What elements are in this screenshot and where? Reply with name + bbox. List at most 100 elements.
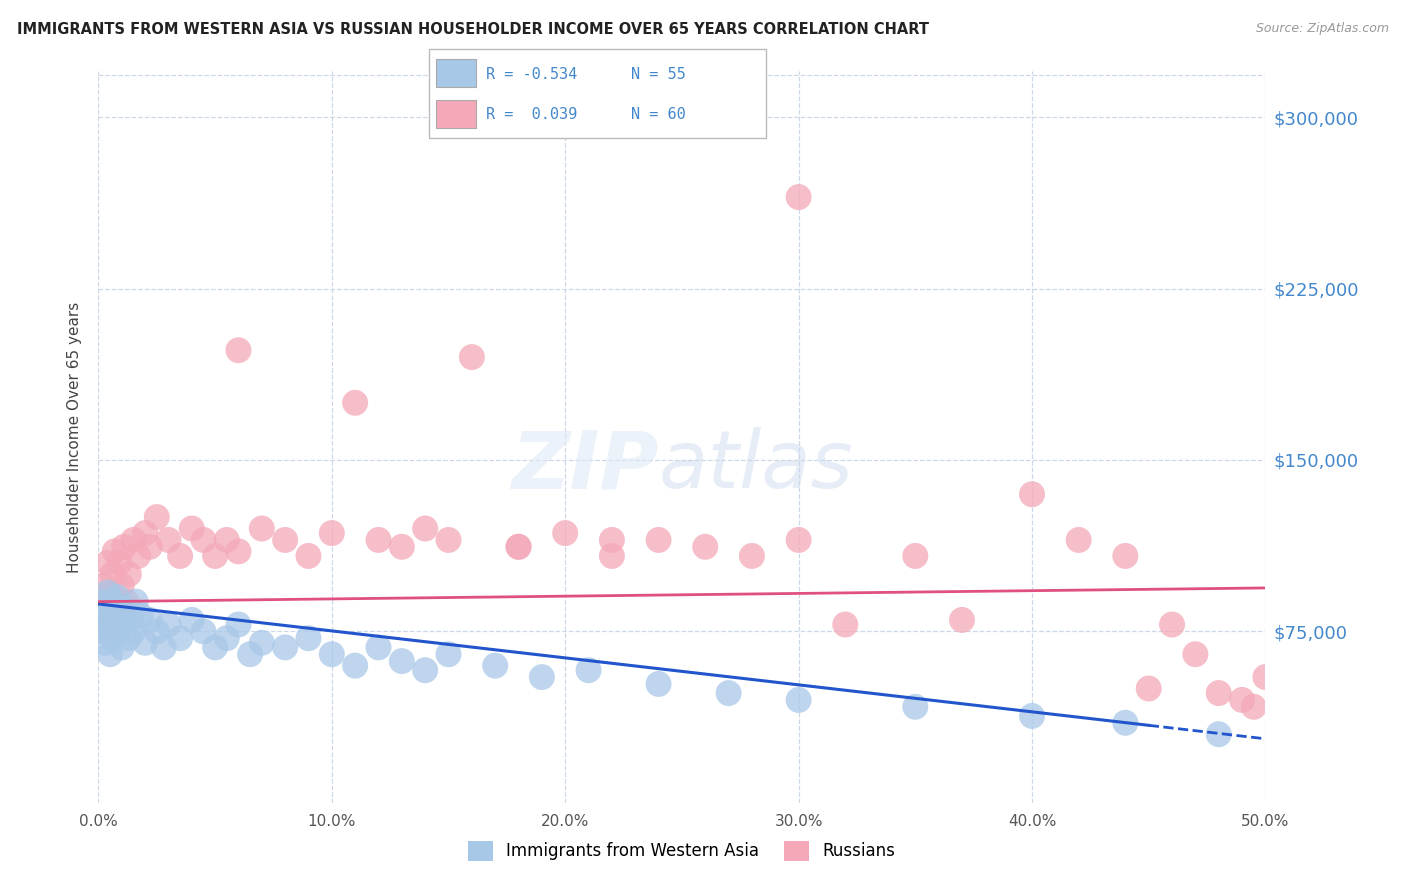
Point [101, 594, 124, 608]
Point [600, 533, 623, 547]
Point [1137, 681, 1160, 696]
Point [157, 617, 180, 632]
Point [139, 613, 162, 627]
Point [118, 567, 141, 582]
Point [98, 624, 121, 639]
Point [484, 658, 506, 673]
Point [104, 601, 127, 615]
Point [530, 670, 553, 684]
Point [508, 540, 530, 554]
Point [647, 677, 669, 691]
Point [193, 624, 215, 639]
Point [115, 594, 138, 608]
Point [215, 632, 238, 646]
Y-axis label: Householder Income Over 65 years: Householder Income Over 65 years [67, 301, 83, 573]
Point [97, 617, 120, 632]
Point [344, 396, 367, 410]
Point [129, 608, 152, 623]
Point [101, 567, 124, 582]
Point [437, 647, 460, 661]
Point [554, 526, 576, 541]
Point [461, 350, 484, 364]
Point [104, 544, 127, 558]
Point [101, 632, 124, 646]
Point [169, 549, 191, 563]
Point [741, 549, 763, 563]
Point [139, 540, 162, 554]
Point [169, 632, 191, 646]
Point [344, 658, 367, 673]
Text: R =  0.039: R = 0.039 [486, 107, 578, 121]
Point [111, 579, 134, 593]
Point [204, 640, 226, 655]
Point [111, 640, 134, 655]
Point [111, 608, 134, 623]
Point [413, 663, 436, 677]
Point [1021, 709, 1043, 723]
Point [250, 521, 273, 535]
Text: Source: ZipAtlas.com: Source: ZipAtlas.com [1256, 22, 1389, 36]
Point [127, 549, 149, 563]
Point [239, 647, 262, 661]
Point [94, 601, 117, 615]
Point [146, 510, 169, 524]
Point [787, 190, 810, 204]
Point [94, 594, 117, 608]
Point [391, 540, 413, 554]
Point [112, 540, 135, 554]
Point [274, 533, 297, 547]
Text: atlas: atlas [658, 427, 853, 506]
Point [904, 699, 927, 714]
Legend: Immigrants from Western Asia, Russians: Immigrants from Western Asia, Russians [461, 834, 903, 868]
Point [98, 585, 121, 599]
Point [1114, 549, 1136, 563]
Point [413, 521, 436, 535]
FancyBboxPatch shape [429, 49, 766, 138]
Point [112, 601, 135, 615]
Point [1184, 647, 1206, 661]
Point [1067, 533, 1090, 547]
Point [125, 594, 148, 608]
Point [297, 549, 319, 563]
Point [787, 533, 810, 547]
Point [950, 613, 973, 627]
Point [108, 556, 131, 570]
Point [695, 540, 717, 554]
Point [250, 636, 273, 650]
Point [321, 526, 343, 541]
Point [90, 608, 112, 623]
Point [105, 617, 128, 632]
Point [508, 540, 530, 554]
Point [204, 549, 226, 563]
FancyBboxPatch shape [436, 100, 477, 128]
Point [228, 617, 250, 632]
Point [120, 613, 142, 627]
Point [90, 613, 112, 627]
Point [600, 549, 623, 563]
Point [1243, 699, 1265, 714]
Point [118, 632, 141, 646]
Point [1208, 686, 1230, 700]
Point [134, 636, 156, 650]
Point [228, 343, 250, 358]
Point [787, 693, 810, 707]
Point [367, 533, 389, 547]
Point [152, 640, 174, 655]
Point [98, 647, 121, 661]
Point [180, 521, 202, 535]
Point [115, 617, 138, 632]
Point [647, 533, 669, 547]
Point [91, 624, 114, 639]
Point [367, 640, 389, 655]
Point [1114, 715, 1136, 730]
Point [1230, 693, 1253, 707]
Text: R = -0.534: R = -0.534 [486, 67, 578, 81]
Point [578, 663, 600, 677]
Point [297, 632, 319, 646]
Point [122, 533, 145, 547]
Point [94, 636, 117, 650]
Text: IMMIGRANTS FROM WESTERN ASIA VS RUSSIAN HOUSEHOLDER INCOME OVER 65 YEARS CORRELA: IMMIGRANTS FROM WESTERN ASIA VS RUSSIAN … [17, 22, 929, 37]
Text: N = 55: N = 55 [631, 67, 686, 81]
Point [98, 613, 121, 627]
Point [91, 594, 114, 608]
